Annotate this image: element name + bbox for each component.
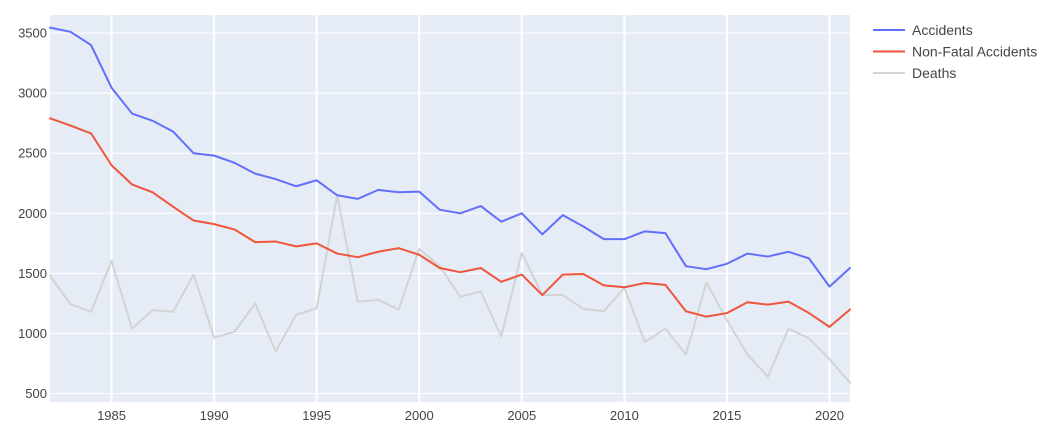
legend-item[interactable]: Deaths — [873, 65, 956, 81]
plot-background — [50, 15, 850, 402]
x-tick-label: 2000 — [405, 408, 434, 423]
legend-item[interactable]: Non-Fatal Accidents — [873, 44, 1037, 60]
y-tick-label: 500 — [25, 386, 47, 401]
x-tick-label: 2020 — [815, 408, 844, 423]
series-line-accidents[interactable] — [49, 26, 851, 288]
legend[interactable]: Accidents Non-Fatal Accidents Deaths — [873, 22, 1037, 81]
series-line-deaths[interactable] — [49, 194, 851, 384]
y-tick-label: 1000 — [18, 326, 47, 341]
legend-label: Accidents — [912, 22, 973, 38]
x-tick-label: 1990 — [200, 408, 229, 423]
x-axis-tick-labels: 1985 1990 1995 2000 2005 2010 2015 2020 — [97, 408, 844, 423]
y-tick-label: 2000 — [18, 206, 47, 221]
y-tick-label: 3500 — [18, 26, 47, 41]
x-tick-label: 1995 — [302, 408, 331, 423]
series-line-non-fatal-accidents[interactable] — [49, 117, 851, 328]
x-tick-label: 1985 — [97, 408, 126, 423]
legend-label: Non-Fatal Accidents — [912, 44, 1037, 60]
x-tick-label: 2010 — [610, 408, 639, 423]
x-tick-label: 2005 — [507, 408, 536, 423]
legend-label: Deaths — [912, 65, 956, 81]
y-tick-label: 2500 — [18, 146, 47, 161]
x-gridlines — [110, 15, 831, 402]
x-tick-label: 2015 — [712, 408, 741, 423]
legend-item[interactable]: Accidents — [873, 22, 973, 38]
y-axis-tick-labels: 500 1000 1500 2000 2500 3000 3500 — [18, 26, 47, 402]
y-tick-label: 1500 — [18, 266, 47, 281]
y-tick-label: 3000 — [18, 86, 47, 101]
series-lines — [49, 26, 851, 384]
